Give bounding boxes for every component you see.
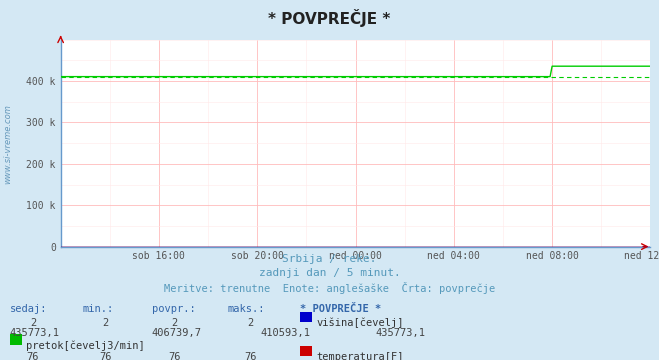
- Text: 76: 76: [169, 352, 181, 360]
- Text: 2: 2: [102, 318, 109, 328]
- Text: višina[čevelj]: višina[čevelj]: [316, 318, 404, 328]
- Text: 76: 76: [244, 352, 256, 360]
- Text: maks.:: maks.:: [227, 304, 265, 314]
- Text: temperatura[F]: temperatura[F]: [316, 352, 404, 360]
- Text: * POVPREČJE *: * POVPREČJE *: [268, 9, 391, 27]
- Text: sedaj:: sedaj:: [10, 304, 47, 314]
- Text: 2: 2: [30, 318, 36, 328]
- Text: Srbija / reke.: Srbija / reke.: [282, 254, 377, 264]
- Text: 76: 76: [27, 352, 39, 360]
- Text: 410593,1: 410593,1: [260, 328, 310, 338]
- Text: www.si-vreme.com: www.si-vreme.com: [3, 104, 13, 184]
- Text: povpr.:: povpr.:: [152, 304, 195, 314]
- Text: * POVPREČJE *: * POVPREČJE *: [300, 304, 381, 314]
- Text: Meritve: trenutne  Enote: anglešaške  Črta: povprečje: Meritve: trenutne Enote: anglešaške Črta…: [164, 282, 495, 294]
- Text: 406739,7: 406739,7: [152, 328, 202, 338]
- Text: 2: 2: [247, 318, 254, 328]
- Text: 2: 2: [171, 318, 178, 328]
- Text: zadnji dan / 5 minut.: zadnji dan / 5 minut.: [258, 268, 401, 278]
- Text: pretok[čevelj3/min]: pretok[čevelj3/min]: [26, 340, 145, 351]
- Text: 435773,1: 435773,1: [10, 328, 60, 338]
- Text: min.:: min.:: [82, 304, 113, 314]
- Text: 435773,1: 435773,1: [376, 328, 426, 338]
- Text: 76: 76: [100, 352, 111, 360]
